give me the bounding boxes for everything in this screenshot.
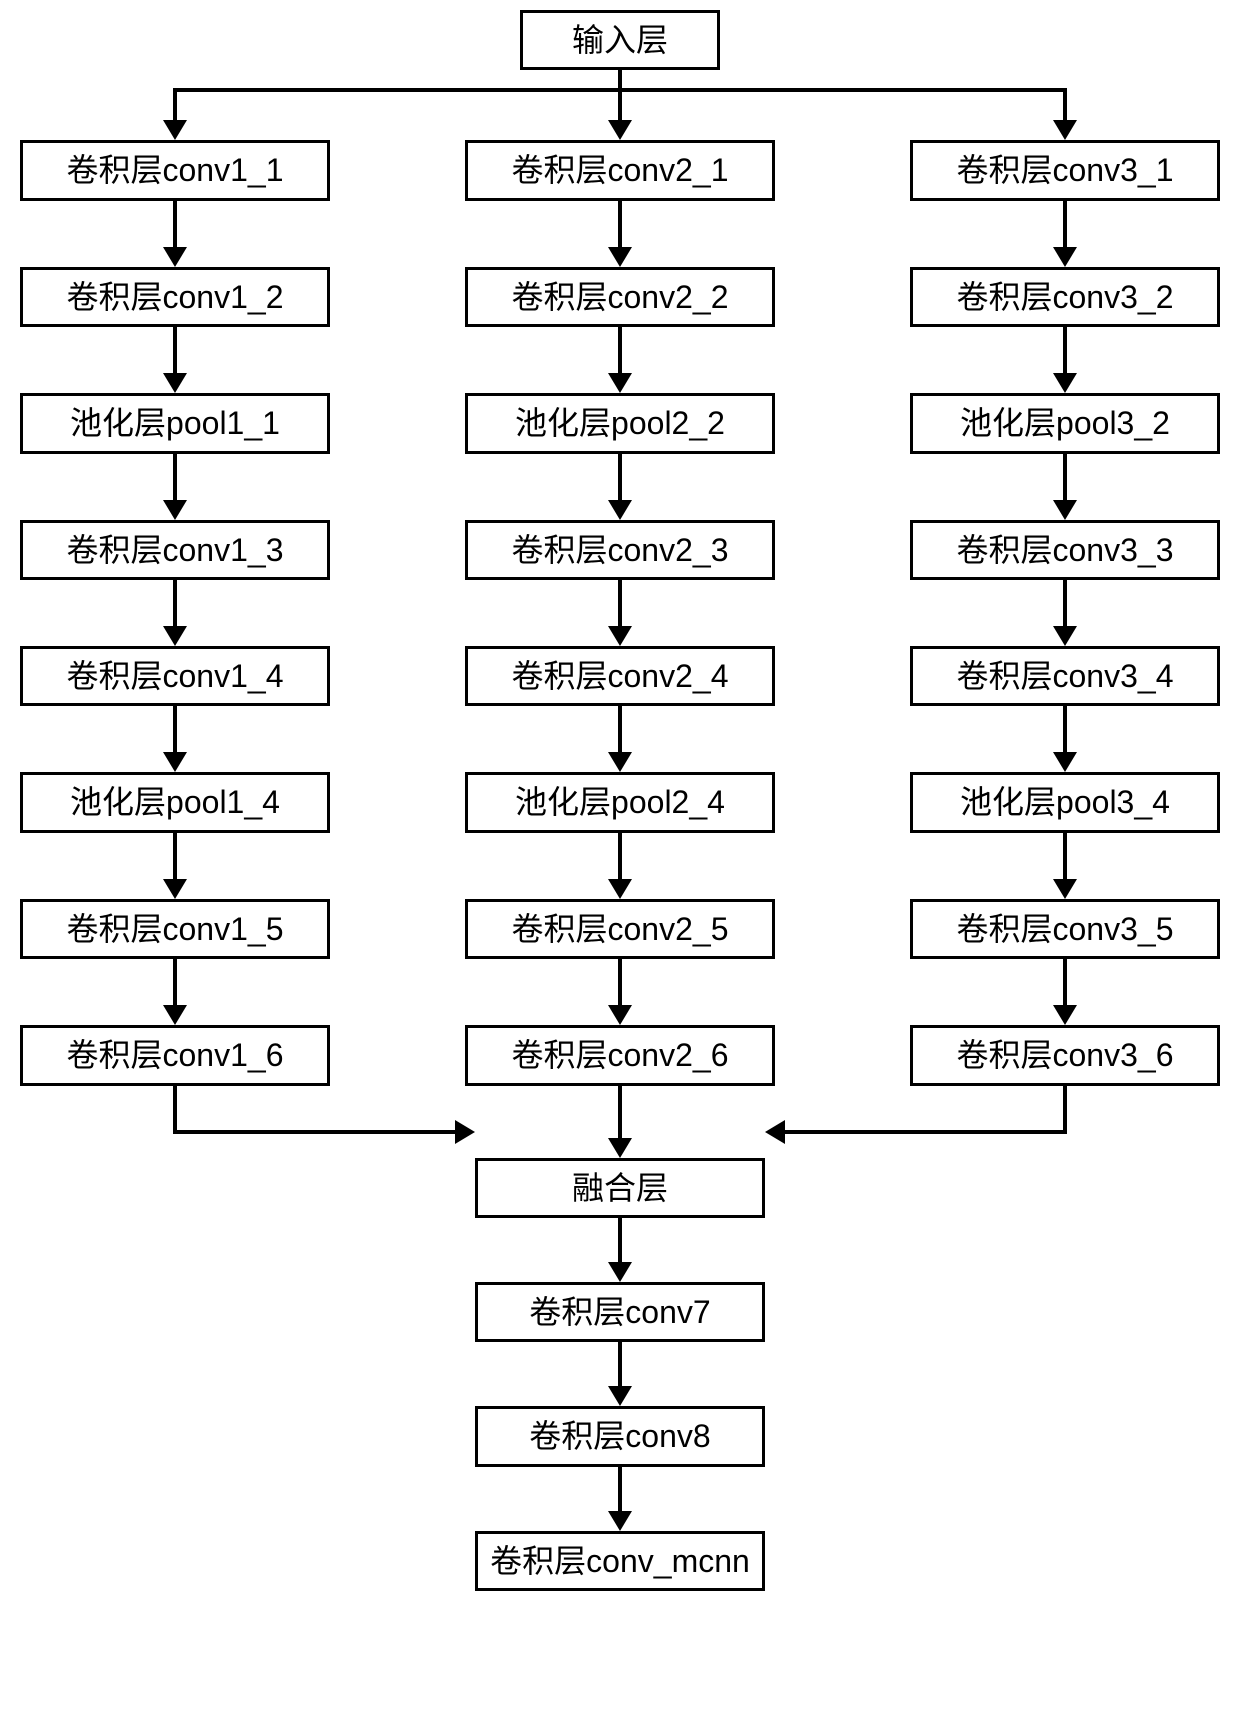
node-b2-8: 卷积层conv2_6 [465,1025,775,1085]
branch-col-3: 卷积层conv3_1 卷积层conv3_2 池化层pool3_2 卷积层conv3_3… [910,140,1220,1085]
fanout-connector [20,70,1220,140]
arrow-down [608,1218,632,1282]
node-b2-1: 卷积层conv2_1 [465,140,775,200]
node-b2-5: 卷积层conv2_4 [465,646,775,706]
node-b2-7: 卷积层conv2_5 [465,899,775,959]
node-b2-2: 卷积层conv2_2 [465,267,775,327]
arrow-down [1053,580,1077,646]
arrow-down [608,833,632,899]
arrow-down [163,201,187,267]
node-b3-7: 卷积层conv3_5 [910,899,1220,959]
node-b1-4: 卷积层conv1_3 [20,520,330,580]
node-b3-4: 卷积层conv3_3 [910,520,1220,580]
tail-column: 融合层卷积层conv7 卷积层conv8 卷积层conv_mcnn [20,1158,1220,1592]
arrow-down [608,706,632,772]
node-b3-3: 池化层pool3_2 [910,393,1220,453]
arrow-down [163,959,187,1025]
node-b1-2: 卷积层conv1_2 [20,267,330,327]
arrow-down [608,959,632,1025]
arrow-down [1053,454,1077,520]
arrow-down [608,1467,632,1531]
node-tail-3: 卷积层conv8 [475,1406,765,1466]
node-b3-6: 池化层pool3_4 [910,772,1220,832]
node-tail-1: 融合层 [475,1158,765,1218]
arrow-down [163,580,187,646]
node-b2-3: 池化层pool2_2 [465,393,775,453]
node-b1-3: 池化层pool1_1 [20,393,330,453]
arrow-down [1053,706,1077,772]
branch-col-2: 卷积层conv2_1 卷积层conv2_2 池化层pool2_2 卷积层conv2_3… [465,140,775,1085]
arrow-down [1053,327,1077,393]
node-tail-2: 卷积层conv7 [475,1282,765,1342]
node-b1-1: 卷积层conv1_1 [20,140,330,200]
arrow-down [608,201,632,267]
arrow-down [163,706,187,772]
fanin-connector [20,1086,1220,1158]
node-input: 输入层 [520,10,720,70]
node-b3-5: 卷积层conv3_4 [910,646,1220,706]
flowchart: 输入层 卷积层conv1_1卷积层conv1_2池化层pool1_1卷积层con… [20,10,1220,1591]
arrow-down [163,833,187,899]
node-b2-6: 池化层pool2_4 [465,772,775,832]
arrow-down [163,327,187,393]
node-b1-7: 卷积层conv1_5 [20,899,330,959]
node-b3-2: 卷积层conv3_2 [910,267,1220,327]
arrow-down [608,327,632,393]
node-b3-8: 卷积层conv3_6 [910,1025,1220,1085]
arrow-down [1053,833,1077,899]
node-tail-4: 卷积层conv_mcnn [475,1531,765,1591]
branch-col-1: 卷积层conv1_1 卷积层conv1_2 池化层pool1_1 卷积层conv1_3… [20,140,330,1085]
node-b1-8: 卷积层conv1_6 [20,1025,330,1085]
node-b2-4: 卷积层conv2_3 [465,520,775,580]
arrow-down [1053,201,1077,267]
node-b1-6: 池化层pool1_4 [20,772,330,832]
node-b1-5: 卷积层conv1_4 [20,646,330,706]
arrow-down [1053,959,1077,1025]
arrow-down [608,580,632,646]
arrow-down [163,454,187,520]
arrow-down [608,1342,632,1406]
arrow-down [608,454,632,520]
branch-columns: 卷积层conv1_1 卷积层conv1_2 池化层pool1_1 卷积层conv1_3… [20,140,1220,1085]
node-b3-1: 卷积层conv3_1 [910,140,1220,200]
